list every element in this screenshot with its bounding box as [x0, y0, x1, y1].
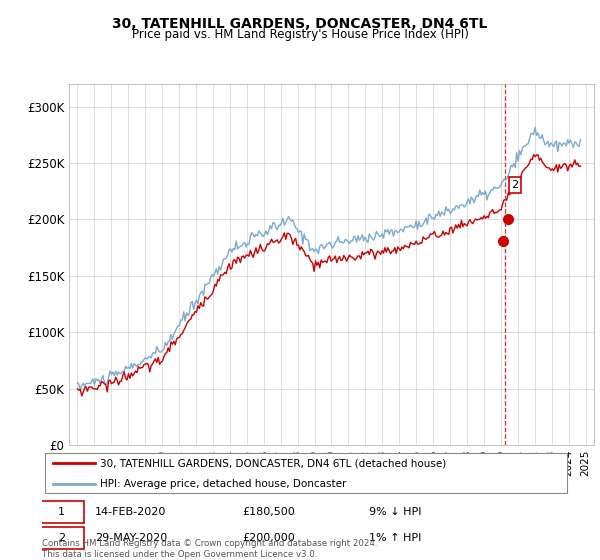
Text: 30, TATENHILL GARDENS, DONCASTER, DN4 6TL: 30, TATENHILL GARDENS, DONCASTER, DN4 6T…	[112, 17, 488, 31]
Text: 1: 1	[58, 507, 65, 517]
FancyBboxPatch shape	[44, 453, 568, 493]
Text: 1% ↑ HPI: 1% ↑ HPI	[370, 533, 422, 543]
FancyBboxPatch shape	[40, 527, 84, 549]
Text: HPI: Average price, detached house, Doncaster: HPI: Average price, detached house, Donc…	[100, 479, 346, 489]
Text: 2: 2	[511, 180, 518, 190]
Text: 29-MAY-2020: 29-MAY-2020	[95, 533, 167, 543]
Text: 30, TATENHILL GARDENS, DONCASTER, DN4 6TL (detached house): 30, TATENHILL GARDENS, DONCASTER, DN4 6T…	[100, 458, 446, 468]
Text: 2: 2	[58, 533, 65, 543]
Text: 9% ↓ HPI: 9% ↓ HPI	[370, 507, 422, 517]
Text: £200,000: £200,000	[242, 533, 295, 543]
FancyBboxPatch shape	[40, 501, 84, 523]
Text: £180,500: £180,500	[242, 507, 295, 517]
Text: Price paid vs. HM Land Registry's House Price Index (HPI): Price paid vs. HM Land Registry's House …	[131, 28, 469, 41]
Text: 14-FEB-2020: 14-FEB-2020	[95, 507, 166, 517]
Text: Contains HM Land Registry data © Crown copyright and database right 2024.
This d: Contains HM Land Registry data © Crown c…	[42, 539, 377, 559]
